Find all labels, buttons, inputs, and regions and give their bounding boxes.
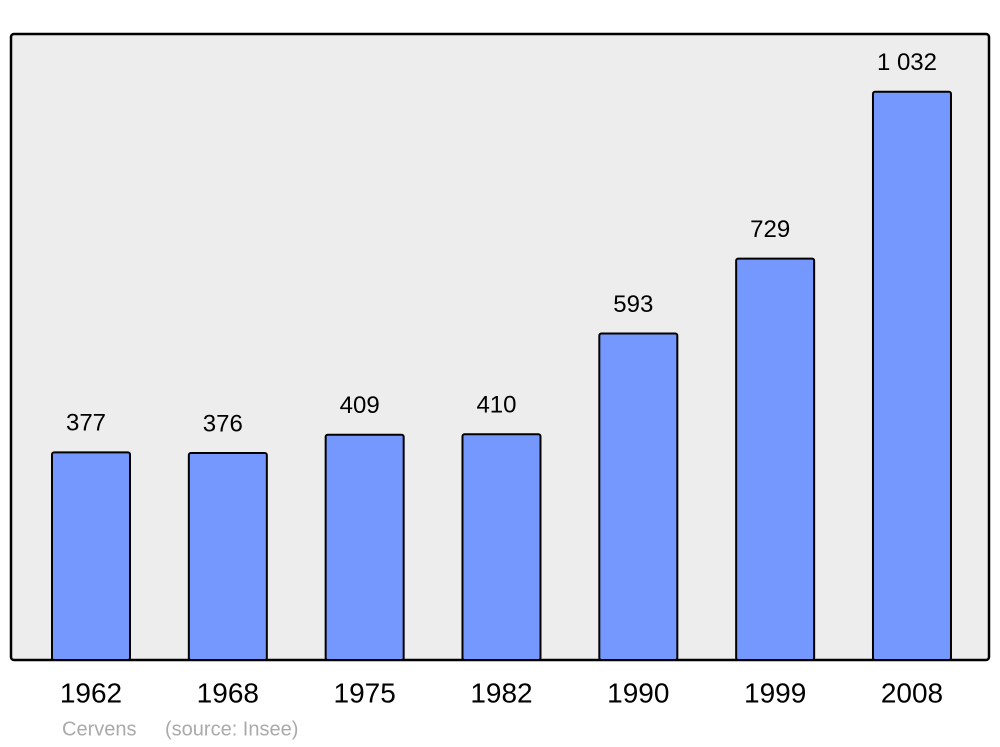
- x-tick-label: 1999: [744, 677, 806, 708]
- value-label: 729: [750, 216, 790, 243]
- x-tick-label: 2008: [881, 677, 943, 708]
- value-label: 1 032: [877, 49, 937, 76]
- x-tick-label: 1968: [197, 677, 259, 708]
- value-label: 593: [613, 291, 653, 318]
- bar: [51, 451, 131, 661]
- bar: [187, 451, 268, 661]
- bar: [324, 433, 405, 661]
- bar: [461, 433, 542, 661]
- bar: [871, 90, 952, 661]
- bar: [598, 332, 679, 661]
- x-tick-label: 1975: [334, 677, 396, 708]
- x-tick-label: 1962: [60, 677, 122, 708]
- value-label: 377: [66, 410, 106, 437]
- bar: [735, 257, 816, 661]
- value-label: 409: [340, 392, 380, 419]
- place-name: Cervens: [62, 718, 136, 740]
- value-label: 376: [203, 410, 243, 437]
- x-tick-label: 1990: [607, 677, 669, 708]
- value-label: 410: [476, 392, 516, 419]
- x-tick-label: 1982: [470, 677, 532, 708]
- source-note: (source: Insee): [165, 718, 298, 740]
